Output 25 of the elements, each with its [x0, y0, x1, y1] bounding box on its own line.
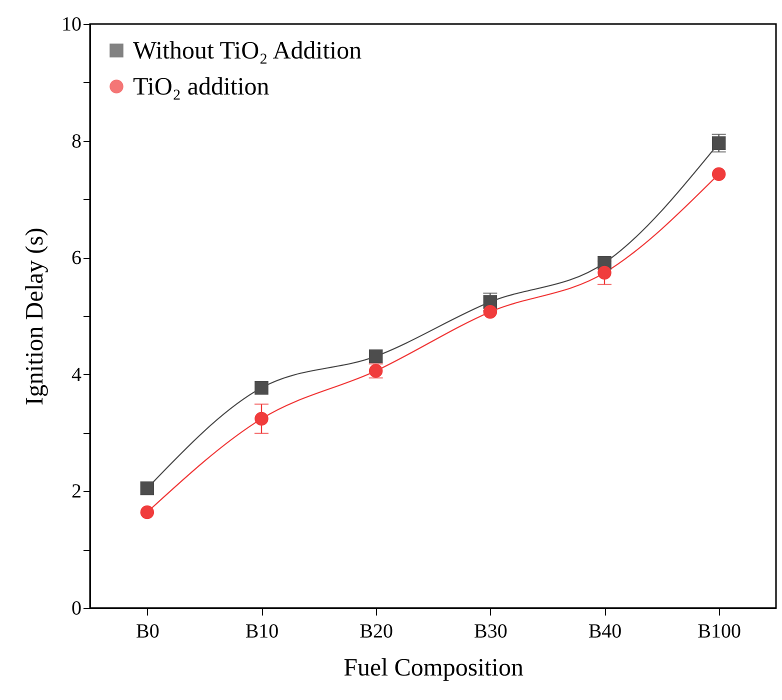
y-tick-label: 0: [72, 598, 82, 620]
y-tick-label: 4: [72, 364, 82, 386]
legend-label: TiO₂ addition: [133, 74, 270, 100]
point: [140, 505, 154, 520]
point: [254, 412, 268, 426]
x-tick-label: B10: [245, 620, 279, 642]
point: [712, 167, 726, 181]
x-tick-label: B40: [588, 620, 622, 642]
y-tick-label: 8: [72, 130, 82, 152]
x-tick-label: B100: [698, 620, 742, 642]
point: [140, 481, 154, 496]
x-tick-label: B30: [474, 620, 508, 642]
y-axis-title: Ignition Delay (s): [22, 228, 48, 406]
point: [598, 266, 612, 280]
y-tick-label: 6: [72, 247, 82, 270]
point: [368, 349, 383, 364]
point: [712, 136, 726, 150]
legend-label: Without TiO₂ Addition: [133, 38, 362, 64]
y-tick-label: 10: [62, 14, 82, 36]
point: [483, 305, 498, 319]
x-axis-title: Fuel Composition: [344, 654, 524, 682]
x-tick-label: B0: [136, 620, 160, 642]
point: [254, 380, 268, 395]
x-tick-label: B20: [360, 620, 394, 642]
y-tick-label: 2: [72, 480, 82, 503]
